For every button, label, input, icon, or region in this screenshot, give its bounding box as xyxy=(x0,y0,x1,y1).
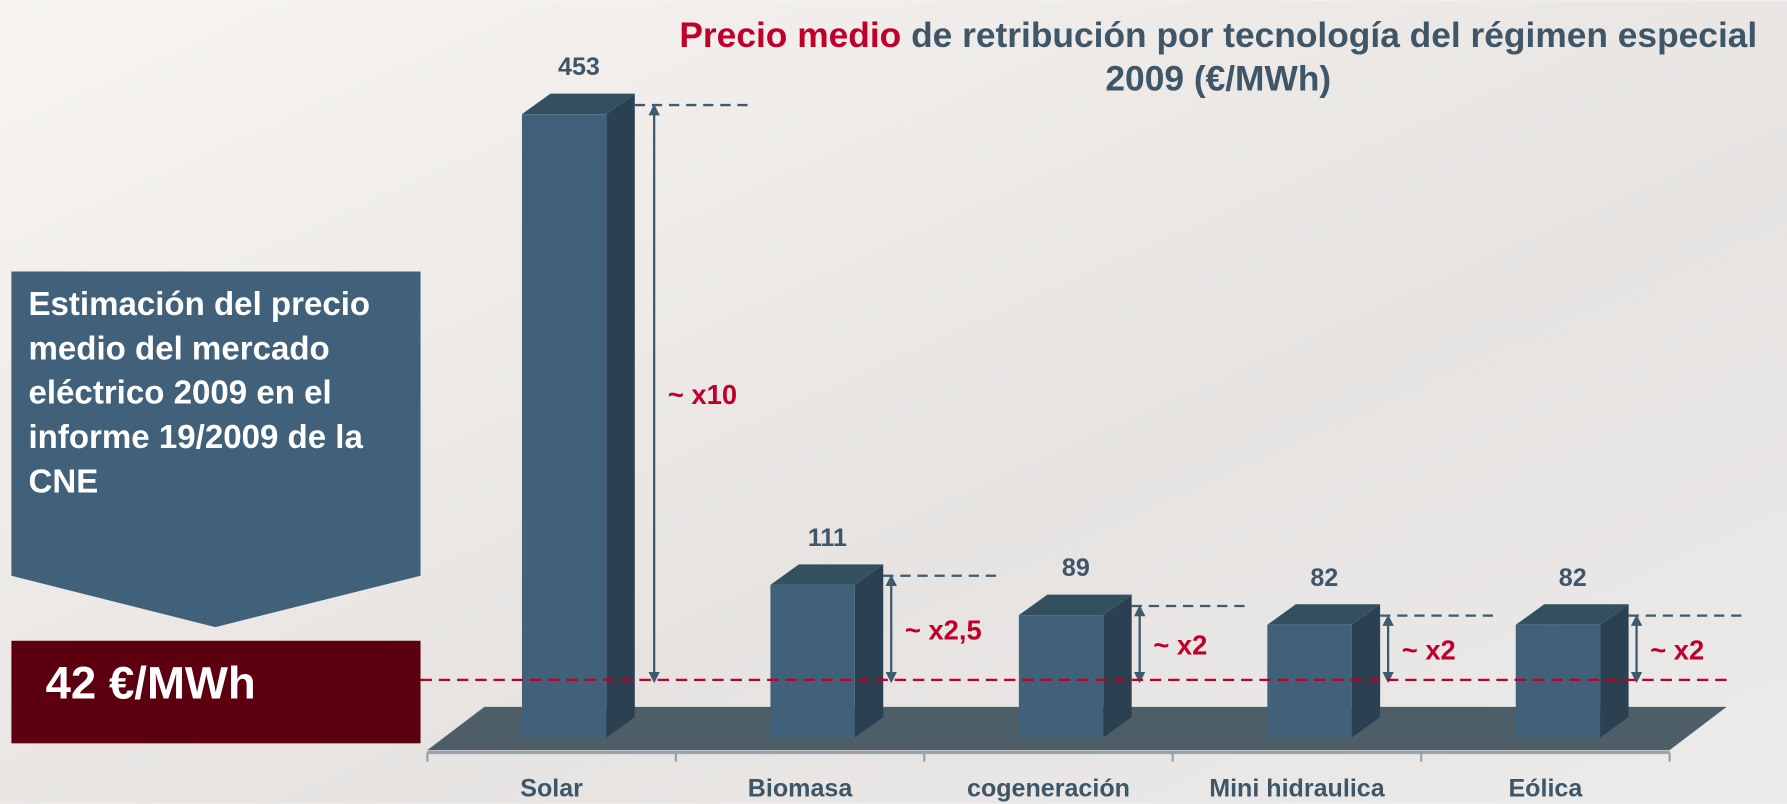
value-label: 453 xyxy=(558,53,600,81)
bar-top xyxy=(770,564,884,585)
ratio-label: ~ x2 xyxy=(1153,630,1207,661)
bar-top xyxy=(1515,604,1629,625)
bar xyxy=(1515,624,1601,738)
value-label: 82 xyxy=(1559,564,1587,592)
bar xyxy=(1018,615,1104,738)
ratio-label: ~ x2,5 xyxy=(905,615,982,646)
bar-top xyxy=(1018,594,1132,616)
description-box xyxy=(11,271,421,628)
bar-side xyxy=(1103,594,1132,738)
bar-side xyxy=(606,93,635,738)
title-box: Precio medio de retribución por tecnolog… xyxy=(650,14,1787,101)
ratio-label: ~ x2 xyxy=(1402,635,1456,666)
reference-box xyxy=(11,640,421,744)
value-label: 82 xyxy=(1310,564,1338,592)
bar xyxy=(770,584,855,738)
x-tick-label: Mini hidraulica xyxy=(1209,775,1386,803)
bar-side xyxy=(854,564,884,738)
ratio-label: ~ x2 xyxy=(1650,635,1704,666)
value-label: 111 xyxy=(808,524,847,552)
x-tick-label: Biomasa xyxy=(748,775,854,803)
bar-side xyxy=(1351,604,1381,738)
x-tick-label: cogeneración xyxy=(967,775,1130,803)
bar xyxy=(1267,624,1352,738)
bar-side xyxy=(1600,604,1629,738)
title-highlight: Precio medio xyxy=(679,15,902,55)
bar xyxy=(521,114,607,738)
description: Estimación del precio medio del mercado … xyxy=(28,286,371,501)
title-text: de retribución por tecnología del régime… xyxy=(911,15,1758,99)
chart-title: Precio medio de retribución por tecnolog… xyxy=(650,14,1787,101)
x-tick-label: Eólica xyxy=(1508,775,1583,803)
description-holder: Estimación del precio medio del mercado … xyxy=(28,286,371,501)
value-label: 89 xyxy=(1062,554,1090,582)
x-tick-label: Solar xyxy=(520,775,583,803)
bar-top xyxy=(521,93,635,115)
ratio-label: ~ x10 xyxy=(668,379,737,410)
bar-top xyxy=(1267,604,1381,625)
reference-label: 42 €/MWh xyxy=(46,657,256,708)
